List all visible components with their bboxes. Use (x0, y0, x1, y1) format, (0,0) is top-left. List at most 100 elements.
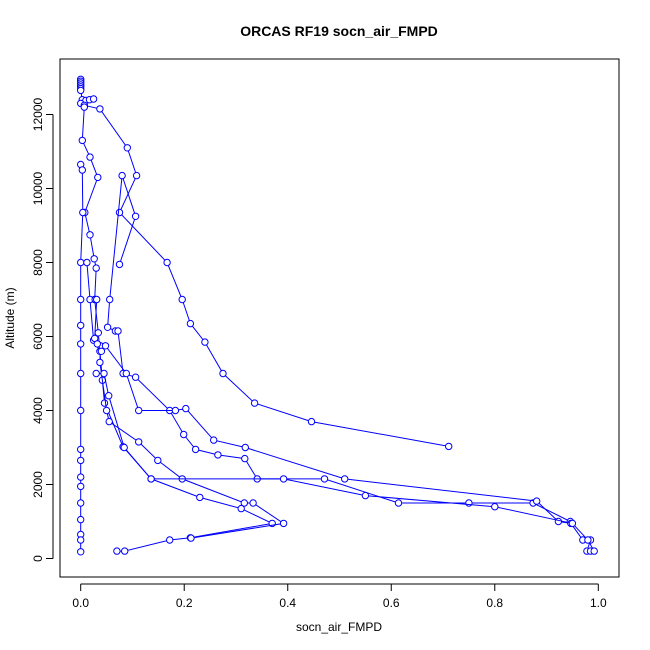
data-point (465, 499, 473, 507)
data-point (96, 105, 104, 113)
data-point (237, 504, 245, 513)
data-point (445, 442, 453, 451)
series-layer (77, 75, 598, 556)
x-tick-label: 0.8 (486, 596, 503, 610)
data-point (533, 497, 541, 505)
data-point (201, 338, 209, 346)
y-axis-label: Altitude (m) (3, 287, 17, 348)
data-point (77, 321, 85, 330)
data-point (97, 347, 106, 355)
data-point (135, 406, 143, 415)
y-tick-label: 6000 (31, 323, 45, 350)
data-point (77, 406, 85, 415)
data-point (240, 499, 249, 507)
data-point (123, 144, 132, 152)
data-point (79, 208, 87, 217)
data-point (180, 430, 188, 439)
data-point (122, 369, 131, 378)
data-point (93, 295, 101, 304)
data-point (96, 358, 104, 367)
data-point (361, 491, 370, 500)
data-point (249, 499, 257, 507)
data-point (214, 451, 222, 459)
data-point (114, 327, 122, 335)
data-point (77, 515, 85, 524)
data-point (100, 399, 109, 407)
data-point (341, 475, 349, 483)
data-point (394, 499, 403, 507)
data-point (279, 519, 288, 528)
y-tick-label: 2000 (31, 471, 45, 498)
y-axis: 0 2000 4000 6000 8000 10000 12000 (31, 97, 54, 562)
data-point (590, 547, 598, 555)
data-point (132, 171, 141, 180)
data-point (118, 171, 126, 180)
data-point (90, 255, 98, 263)
data-point (307, 417, 316, 426)
data-point (241, 454, 249, 463)
data-point (77, 456, 85, 465)
data-point (80, 103, 89, 111)
data-point (210, 436, 218, 444)
data-point (584, 536, 592, 544)
data-point (115, 260, 124, 269)
data-point (103, 323, 112, 331)
data-point (178, 295, 186, 304)
data-point (77, 482, 85, 491)
data-point (77, 445, 85, 454)
data-point (89, 95, 98, 103)
data-point (77, 369, 85, 378)
data-point (78, 136, 87, 145)
data-point (163, 258, 171, 267)
x-tick-label: 0.6 (383, 596, 400, 610)
data-point (186, 319, 195, 328)
data-point (147, 475, 155, 483)
data-point (154, 456, 162, 465)
data-point (491, 503, 499, 511)
y-tick-label: 12000 (31, 97, 45, 131)
plot-frame (59, 58, 620, 578)
data-point (135, 438, 143, 446)
data-point (86, 153, 94, 161)
data-point (105, 392, 113, 400)
data-point (101, 342, 110, 350)
x-axis: 0.0 0.2 0.4 0.6 0.8 1.0 (72, 583, 607, 610)
data-point (78, 166, 87, 174)
data-point (94, 173, 102, 182)
data-point (86, 231, 94, 239)
data-point (171, 406, 180, 415)
data-point (250, 399, 259, 407)
x-tick-label: 0.0 (72, 596, 89, 610)
data-point (77, 536, 85, 544)
series-line (107, 175, 571, 522)
series-3 (77, 160, 87, 556)
data-point (100, 369, 108, 378)
y-tick-label: 4000 (31, 397, 45, 424)
chart-title: ORCAS RF19 socn_air_FMPD (240, 23, 438, 39)
data-point (568, 519, 577, 528)
data-point (554, 517, 563, 526)
data-point (121, 547, 129, 555)
series-7 (92, 369, 598, 555)
data-point (92, 369, 100, 378)
data-point (77, 499, 85, 507)
data-point (196, 493, 204, 502)
y-tick-label: 8000 (31, 249, 45, 276)
data-point (93, 340, 102, 348)
data-point (77, 86, 85, 95)
data-point (102, 406, 111, 415)
data-point (166, 536, 174, 544)
data-point (115, 208, 124, 217)
data-point (77, 295, 85, 304)
data-point (187, 534, 195, 542)
data-point (113, 547, 121, 555)
y-tick-label: 10000 (31, 171, 45, 205)
data-point (241, 443, 250, 452)
data-point (131, 212, 140, 221)
data-point (182, 404, 190, 413)
data-point (92, 264, 100, 272)
data-point (131, 373, 140, 381)
data-point (106, 295, 114, 304)
data-point (120, 443, 128, 452)
